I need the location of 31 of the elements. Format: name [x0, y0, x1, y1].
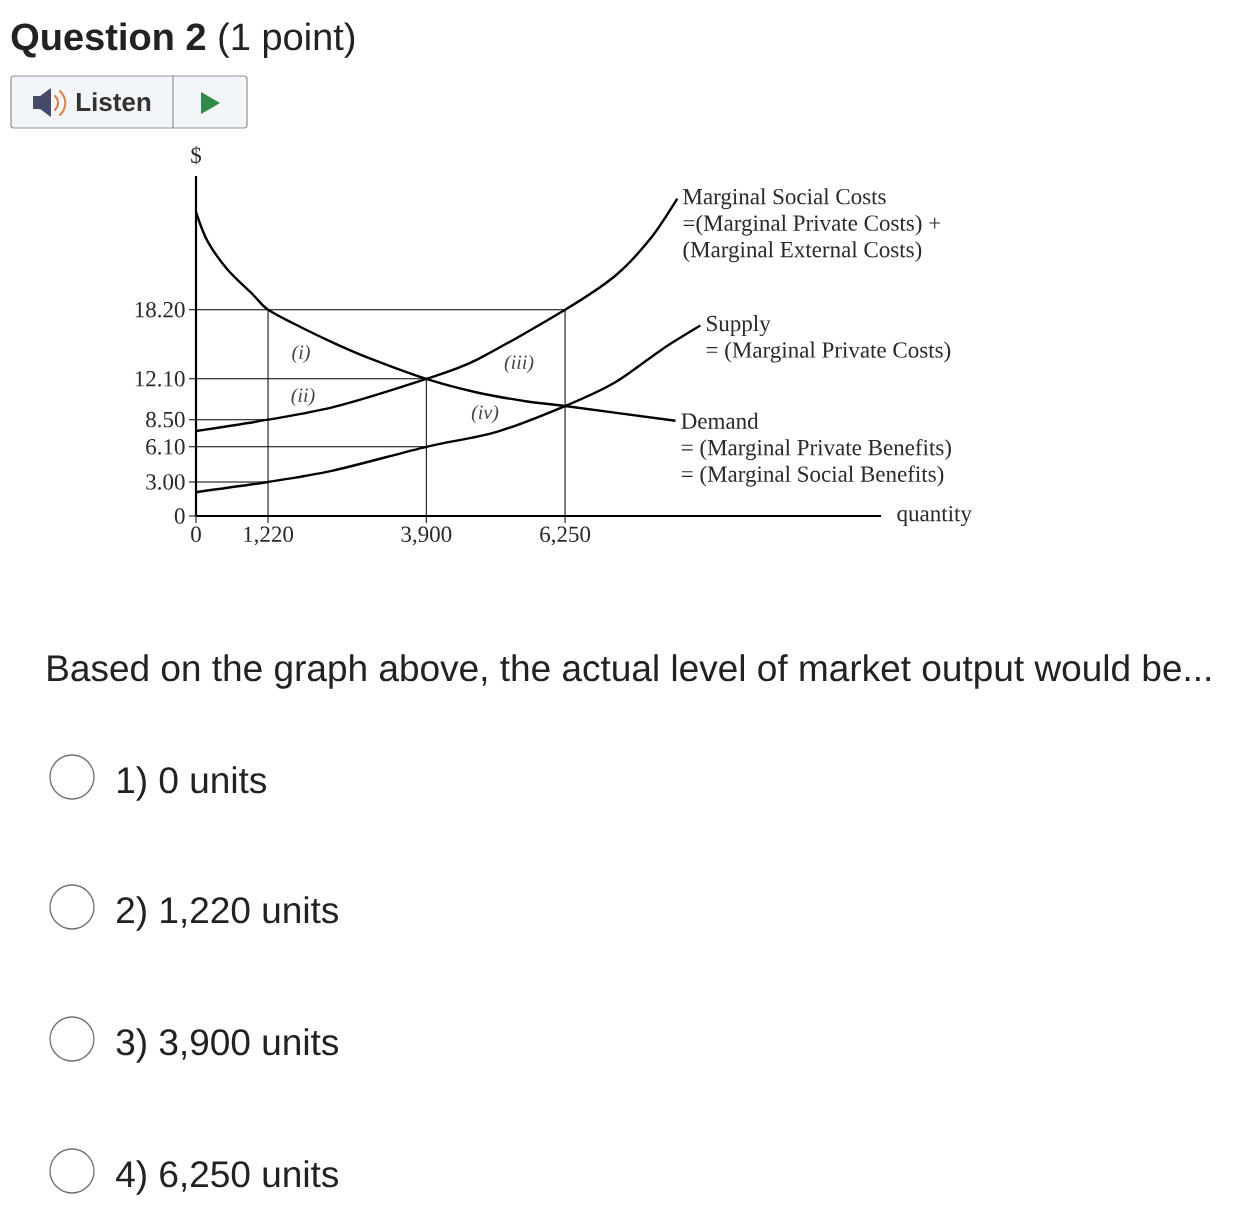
text: 4) 6,250 units: [116, 1160, 339, 1195]
annotation: = (Marginal Private Costs): [706, 341, 951, 363]
annotation: (Marginal External Costs): [683, 241, 922, 263]
series-label: Demand: [681, 412, 759, 429]
y-tick-label: 12.10: [135, 371, 185, 387]
text: 1) 0 units: [118, 766, 267, 801]
annotation: = (Marginal Private Benefits): [681, 438, 951, 461]
text: Listen: [76, 92, 151, 112]
y-tick-label: 18.20: [135, 301, 185, 318]
x-axis-title: quantity: [897, 505, 972, 527]
y-tick-label: 6.10: [146, 439, 185, 455]
y-tick-label: 0: [174, 508, 185, 524]
annotation: =(Marginal Private Costs) +: [683, 214, 941, 236]
y-tick-label: 3.00: [146, 474, 185, 490]
x-tick-label: 6,250: [540, 526, 591, 546]
annotation: (iii): [504, 354, 534, 374]
x-tick-label: 3,900: [401, 526, 452, 546]
text: Based on the graph above, the actual level of market output would be...: [48, 654, 1210, 689]
annotation: = (Marginal Social Benefits): [681, 465, 944, 487]
text: 3) 3,900 units: [116, 1028, 339, 1063]
annotation: (ii): [291, 387, 315, 407]
series-label: Supply: [707, 315, 771, 337]
y-tick-label: 8.50: [146, 411, 185, 428]
x-tick-label: 0: [191, 526, 201, 543]
text: 2) 1,220 units: [117, 896, 339, 931]
annotation: (i): [292, 344, 310, 364]
chart-title: Question 2 (1 point): [11, 22, 355, 58]
x-tick-label: 1,220: [244, 526, 294, 546]
series-label: Marginal Social Costs: [683, 188, 886, 210]
annotation: (iv): [471, 404, 499, 424]
y-axis-title: $: [191, 146, 202, 165]
